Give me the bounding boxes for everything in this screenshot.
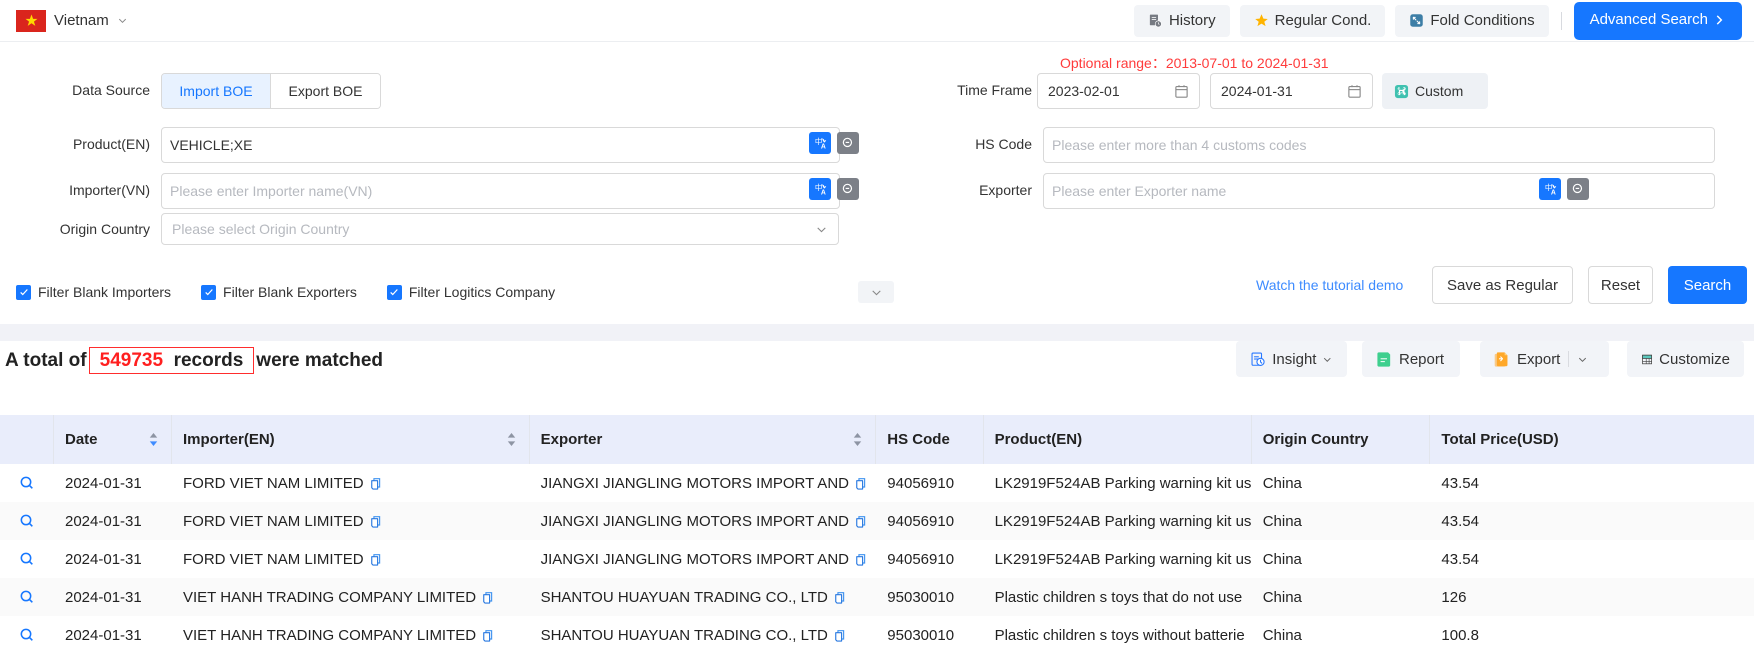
svg-text:A: A — [820, 189, 825, 196]
svg-text:A: A — [820, 143, 825, 150]
svg-text:A: A — [1550, 189, 1555, 196]
